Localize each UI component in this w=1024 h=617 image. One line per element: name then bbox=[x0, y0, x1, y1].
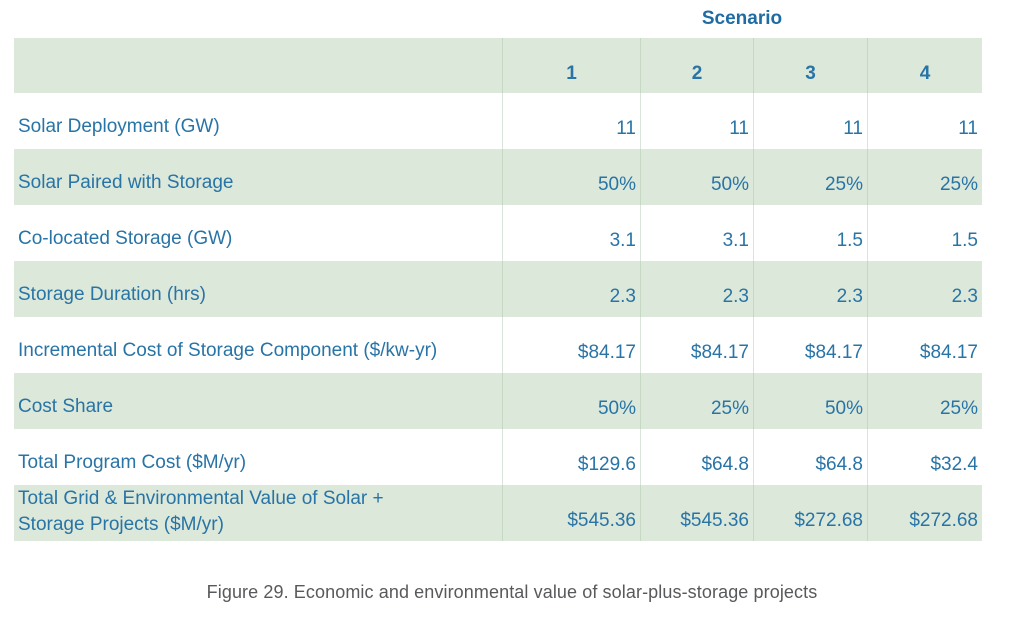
cell-value: 25% bbox=[867, 373, 982, 429]
row-label: Cost Share bbox=[18, 396, 114, 418]
row-label: Solar Deployment (GW) bbox=[18, 116, 220, 138]
cell-value: $64.8 bbox=[640, 429, 753, 485]
cell-value: 11 bbox=[502, 93, 640, 149]
cell-value: $32.4 bbox=[867, 429, 982, 485]
cell-value: 1.5 bbox=[753, 205, 867, 261]
row-label: Co-located Storage (GW) bbox=[18, 228, 233, 250]
table-header-row: 1 2 3 4 bbox=[14, 38, 982, 93]
row-label: Storage Duration (hrs) bbox=[18, 284, 206, 306]
column-header-2: 2 bbox=[640, 38, 753, 93]
row-label: Incremental Cost of Storage Component ($… bbox=[18, 340, 438, 362]
row-label: Total Program Cost ($M/yr) bbox=[18, 452, 247, 474]
cell-value: 25% bbox=[640, 373, 753, 429]
cell-value: 2.3 bbox=[502, 261, 640, 317]
figure-caption: Figure 29. Economic and environmental va… bbox=[206, 582, 818, 602]
cell-value: 25% bbox=[753, 149, 867, 205]
cell-value: 1.5 bbox=[867, 205, 982, 261]
cell-value: 3.1 bbox=[502, 205, 640, 261]
table-row-solar-paired-with-storage: Solar Paired with Storage 50% 50% 25% 25… bbox=[14, 149, 982, 205]
table-row-total-grid-environmental-value: Total Grid & Environmental Value of Sola… bbox=[14, 485, 982, 541]
column-header-1: 1 bbox=[502, 38, 640, 93]
cell-value: $129.6 bbox=[502, 429, 640, 485]
cell-value: 11 bbox=[867, 93, 982, 149]
cell-value: 3.1 bbox=[640, 205, 753, 261]
cell-value: 25% bbox=[867, 149, 982, 205]
cell-value: 2.3 bbox=[640, 261, 753, 317]
scenario-group-header: Scenario bbox=[701, 8, 783, 29]
cell-value: $545.36 bbox=[502, 485, 640, 541]
column-header-4: 4 bbox=[867, 38, 982, 93]
cell-value: $272.68 bbox=[753, 485, 867, 541]
cell-value: $84.17 bbox=[502, 317, 640, 373]
table-row-incremental-cost: Incremental Cost of Storage Component ($… bbox=[14, 317, 982, 373]
table-row-co-located-storage: Co-located Storage (GW) 3.1 3.1 1.5 1.5 bbox=[14, 205, 982, 261]
cell-value: $84.17 bbox=[640, 317, 753, 373]
cell-value: 2.3 bbox=[867, 261, 982, 317]
column-header-3: 3 bbox=[753, 38, 867, 93]
cell-value: $272.68 bbox=[867, 485, 982, 541]
cell-value: $84.17 bbox=[867, 317, 982, 373]
row-label: Total Grid & Environmental Value of Sola… bbox=[18, 488, 384, 535]
cell-value: 11 bbox=[753, 93, 867, 149]
cell-value: 2.3 bbox=[753, 261, 867, 317]
cell-value: 50% bbox=[640, 149, 753, 205]
cell-value: 50% bbox=[502, 373, 640, 429]
table-row-solar-deployment: Solar Deployment (GW) 11 11 11 11 bbox=[14, 93, 982, 149]
cell-value: 11 bbox=[640, 93, 753, 149]
data-table: 1 2 3 4 Solar Deployment (GW) 11 11 11 1… bbox=[14, 38, 982, 541]
cell-value: $545.36 bbox=[640, 485, 753, 541]
header-empty-cell bbox=[14, 38, 502, 93]
cell-value: $64.8 bbox=[753, 429, 867, 485]
table-row-cost-share: Cost Share 50% 25% 50% 25% bbox=[14, 373, 982, 429]
cell-value: 50% bbox=[753, 373, 867, 429]
row-label: Solar Paired with Storage bbox=[18, 172, 234, 194]
cell-value: 50% bbox=[502, 149, 640, 205]
table-row-storage-duration: Storage Duration (hrs) 2.3 2.3 2.3 2.3 bbox=[14, 261, 982, 317]
table-row-total-program-cost: Total Program Cost ($M/yr) $129.6 $64.8 … bbox=[14, 429, 982, 485]
cell-value: $84.17 bbox=[753, 317, 867, 373]
